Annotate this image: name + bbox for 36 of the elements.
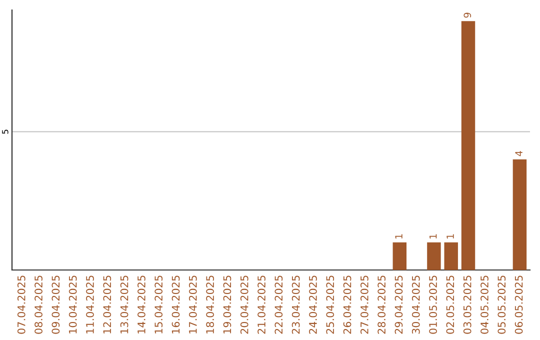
x-tick-label: 25.04.2025 (326, 276, 334, 334)
ref-line-label: 5 (2, 130, 8, 134)
data-label: 1 (395, 234, 402, 238)
x-tick-label: 23.04.2025 (292, 276, 300, 334)
data-label: 9 (464, 12, 472, 18)
x-tick-label: 09.04.2025 (52, 276, 60, 334)
data-label: 1 (430, 234, 437, 238)
data-label: 4 (515, 150, 522, 156)
x-tick-label: 10.04.2025 (68, 276, 77, 334)
x-tick-label: 08.04.2025 (34, 276, 42, 334)
x-tick-label: 06.05.2025 (514, 276, 523, 334)
x-tick-label: 14.04.2025 (138, 276, 146, 334)
x-tick-label: 04.05.2025 (480, 276, 488, 334)
x-tick-label: 21.04.2025 (258, 276, 266, 334)
x-tick-label: 26.04.2025 (343, 276, 352, 334)
x-tick-label: 17.04.2025 (188, 276, 197, 334)
x-tick-label: 22.04.2025 (274, 276, 283, 334)
x-tick-label: 07.04.2025 (17, 276, 26, 334)
x-tick-label: 11.04.2025 (86, 276, 94, 334)
x-tick-label: 18.04.2025 (206, 276, 214, 334)
x-tick-label: 28.04.2025 (378, 276, 386, 334)
x-tick-label: 13.04.2025 (120, 276, 128, 334)
x-tick-label: 12.04.2025 (103, 276, 112, 334)
x-tick-label: 02.05.2025 (446, 276, 454, 334)
x-tick-label: 24.04.2025 (309, 276, 317, 334)
x-tick-label: 01.05.2025 (429, 276, 437, 334)
data-label: 1 (446, 234, 454, 238)
x-tick-label: 05.05.2025 (498, 276, 506, 334)
x-tick-label: 03.05.2025 (463, 276, 472, 334)
x-tick-label: 20.04.2025 (240, 276, 248, 334)
x-tick-label: 19.04.2025 (223, 276, 232, 334)
x-tick-label: 27.04.2025 (360, 276, 368, 334)
x-tick-label: 15.04.2025 (154, 276, 163, 334)
x-tick-label: 30.04.2025 (412, 276, 420, 334)
x-tick-label: 16.04.2025 (172, 276, 180, 334)
x-tick-label: 29.04.2025 (394, 276, 403, 334)
